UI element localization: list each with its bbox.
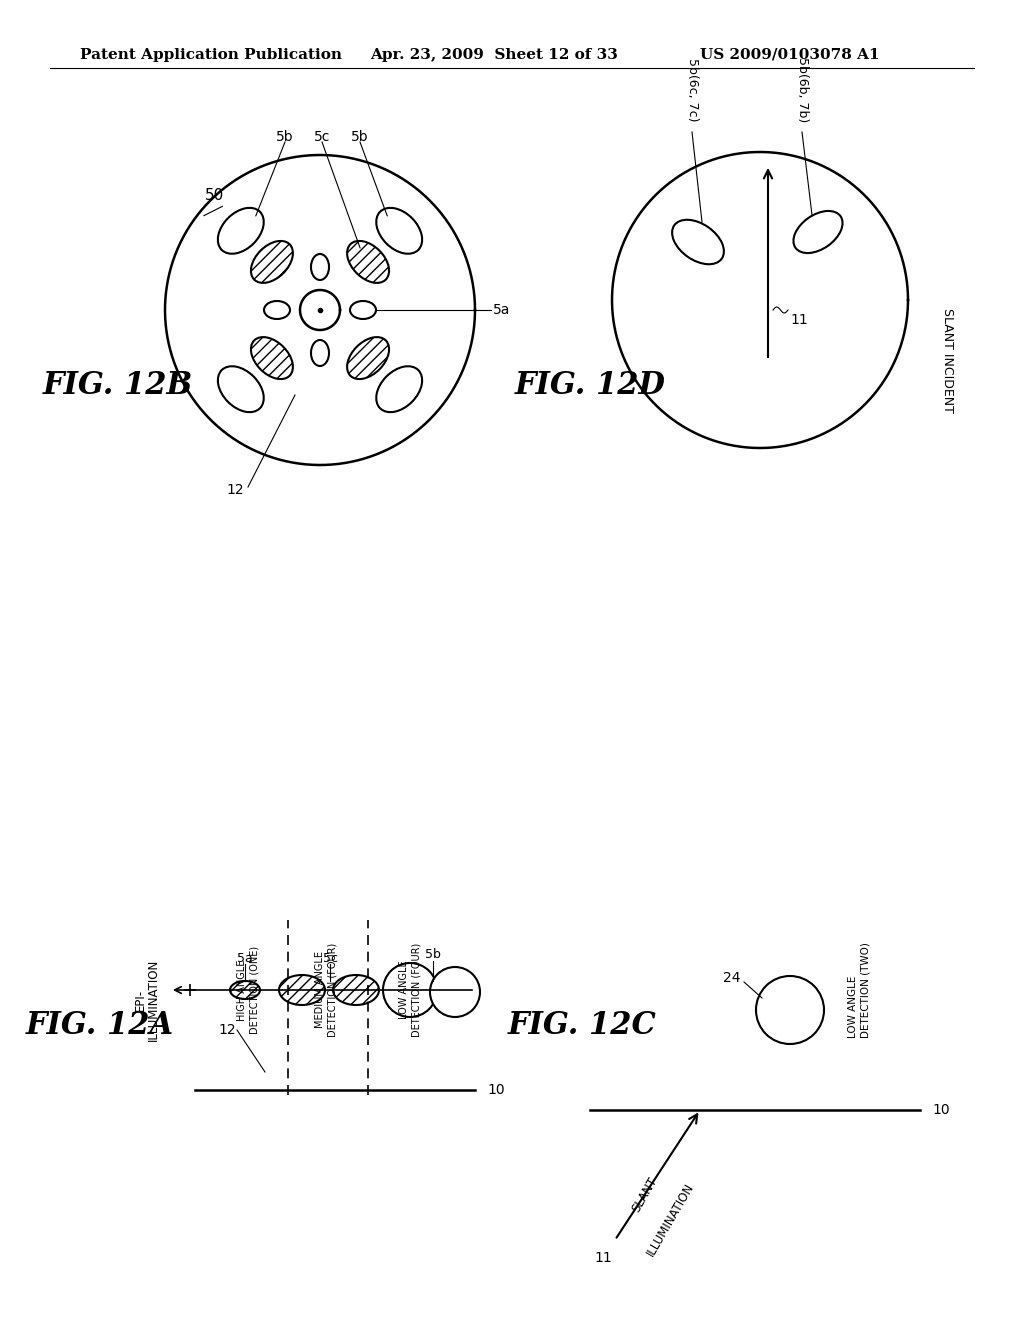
Text: 24: 24 [723,972,740,985]
Text: SLANT INCIDENT: SLANT INCIDENT [941,308,954,412]
Text: LOW ANGLE
DETECTION (FOUR): LOW ANGLE DETECTION (FOUR) [398,942,421,1038]
Text: 5c: 5c [313,129,330,144]
Text: 10: 10 [932,1104,949,1117]
Ellipse shape [376,207,422,253]
Ellipse shape [756,975,824,1044]
Text: ILLUMINATION: ILLUMINATION [146,958,160,1041]
Ellipse shape [230,981,260,999]
Text: 5c: 5c [323,952,338,965]
Text: 10: 10 [487,1082,505,1097]
Ellipse shape [794,211,843,253]
Ellipse shape [251,242,293,282]
Text: FIG. 12B: FIG. 12B [43,370,194,400]
Text: LOW ANGLE
DETECTION (TWO): LOW ANGLE DETECTION (TWO) [848,942,870,1038]
Text: ILLUMINATION: ILLUMINATION [644,1181,696,1259]
Text: 11: 11 [594,1251,612,1265]
Ellipse shape [347,242,389,282]
Text: 5a: 5a [493,304,510,317]
Ellipse shape [347,337,389,379]
Ellipse shape [333,975,379,1005]
Text: HIGH ANGLE
DETECTION (ONE): HIGH ANGLE DETECTION (ONE) [237,946,259,1034]
Ellipse shape [218,366,264,412]
Ellipse shape [311,253,329,280]
Ellipse shape [251,337,293,379]
Text: 5b(6c, 7c): 5b(6c, 7c) [685,58,698,121]
Text: US 2009/0103078 A1: US 2009/0103078 A1 [700,48,880,62]
Text: 5b: 5b [425,949,441,961]
Text: FIG. 12D: FIG. 12D [514,370,666,400]
Text: FIG. 12C: FIG. 12C [508,1010,656,1040]
Text: 12: 12 [218,1023,236,1038]
Ellipse shape [264,301,290,319]
Text: 50: 50 [206,187,224,202]
Text: 12: 12 [226,483,244,498]
Ellipse shape [350,301,376,319]
Ellipse shape [279,975,325,1005]
Text: EPI-: EPI- [133,989,146,1011]
Text: FIG. 12A: FIG. 12A [26,1010,174,1040]
Text: 5a: 5a [238,952,253,965]
Text: Patent Application Publication: Patent Application Publication [80,48,342,62]
Ellipse shape [311,341,329,366]
Ellipse shape [376,366,422,412]
Ellipse shape [672,219,724,264]
Ellipse shape [383,964,437,1016]
Ellipse shape [218,207,264,253]
Ellipse shape [430,968,480,1016]
Text: Apr. 23, 2009  Sheet 12 of 33: Apr. 23, 2009 Sheet 12 of 33 [370,48,617,62]
Text: 5b(6b, 7b): 5b(6b, 7b) [796,57,809,121]
Text: 11: 11 [790,313,808,327]
Text: SLANT: SLANT [630,1175,660,1214]
Text: 5b: 5b [351,129,369,144]
Text: MEDIUM ANGLE
DETECTION (FOUR): MEDIUM ANGLE DETECTION (FOUR) [314,942,337,1038]
Text: 5b: 5b [276,129,294,144]
